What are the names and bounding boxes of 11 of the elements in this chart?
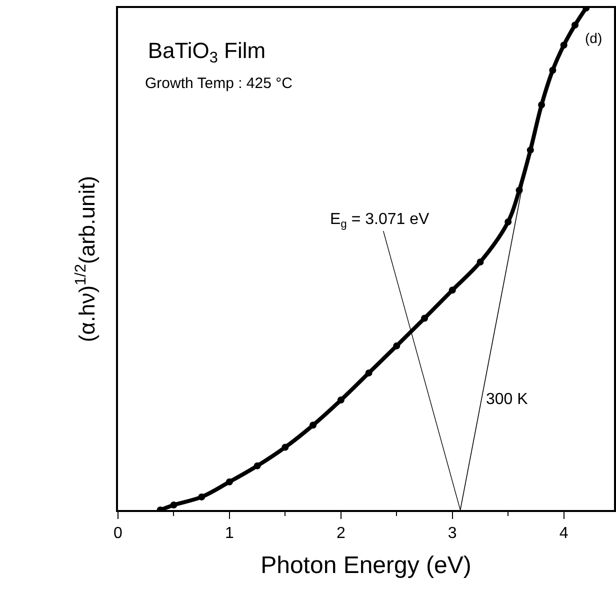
text: BaTiO$_{3}$ Film [148,38,266,67]
annotation: (d) [585,30,602,46]
x-tick-label: 1 [225,524,234,542]
annotation: E$_{g}$ = 3.071 eV [330,211,430,230]
x-tick-label: 4 [559,524,568,542]
annotation: 300 K [486,391,528,408]
x-tick-label: 0 [114,524,123,542]
x-axis-title: Photon Energy (eV) [260,552,472,579]
x-tick-label: 3 [448,524,457,542]
annotation: Growth Temp : 425 °C [145,75,293,92]
x-tick-label: 2 [336,524,346,542]
